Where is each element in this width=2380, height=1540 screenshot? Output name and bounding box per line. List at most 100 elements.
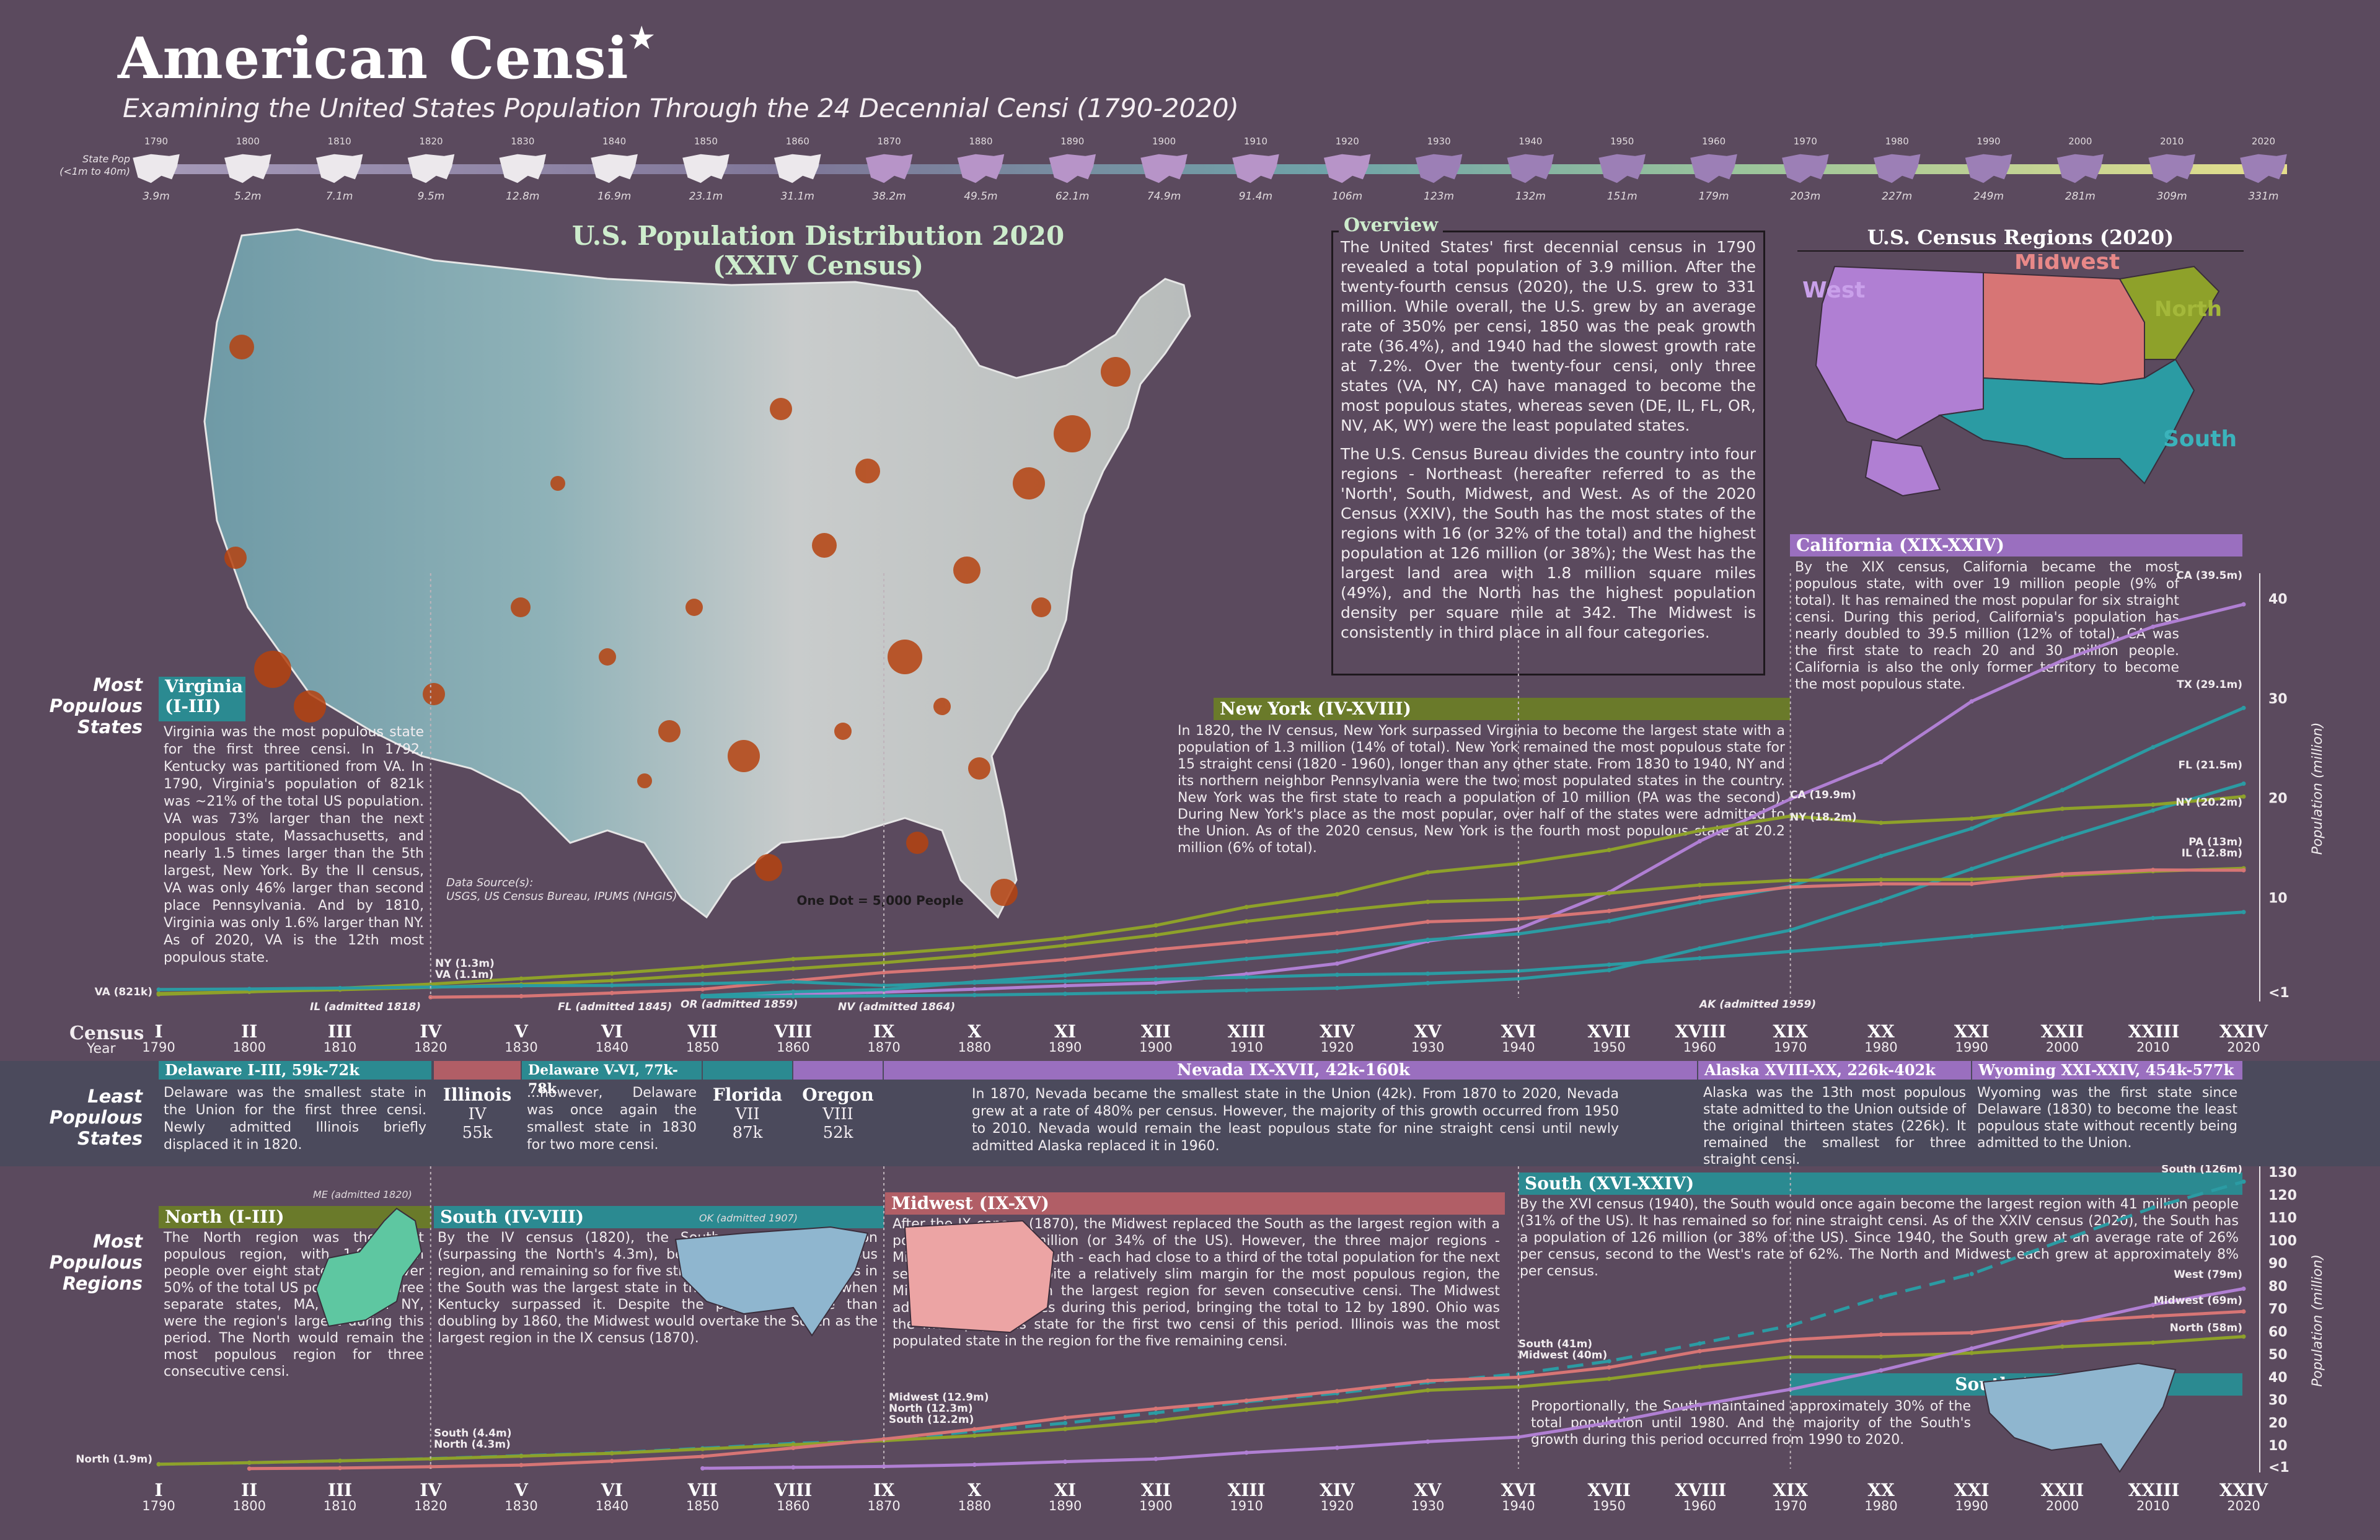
data-point-va (1969, 934, 1974, 939)
data-point-fl (1153, 990, 1158, 995)
census-numeral: XXIV (2219, 1021, 2268, 1042)
data-point-midwest (1334, 1389, 1339, 1394)
data-point-va (1606, 962, 1611, 967)
y-tick-label: 40 (2268, 592, 2288, 607)
data-point-west (972, 1462, 977, 1467)
data-point-pa (156, 991, 161, 996)
data-point-ca (1244, 972, 1249, 977)
data-point-pa (1426, 899, 1430, 904)
strip-pop: 123m (1424, 190, 1455, 203)
data-point-tx (2241, 705, 2246, 710)
label-nv-adm: NV (admitted 1864) (838, 1001, 955, 1013)
florida-head-bar (703, 1061, 792, 1080)
data-point-south (1153, 1410, 1158, 1415)
data-point-pa (1697, 882, 1702, 887)
data-point-north (1697, 1365, 1702, 1370)
data-point-ca (1334, 961, 1339, 966)
census-year: 1910 (1230, 1040, 1263, 1055)
strip-year: 1930 (1427, 136, 1451, 147)
census-numeral: XXI (1954, 1480, 1990, 1500)
data-point-tx (1606, 918, 1611, 923)
data-point-north (1334, 1399, 1339, 1404)
census-year: 1960 (1683, 1498, 1717, 1513)
data-point-ca (1788, 796, 1793, 801)
strip-year: 1940 (1518, 136, 1543, 147)
data-point-va (1334, 972, 1339, 977)
oregon-cell: Oregon VIII 52k (793, 1081, 883, 1146)
data-point-south (1606, 1358, 1611, 1363)
label-south-41: South (41m) (1518, 1338, 1592, 1350)
strip-mini-map (1507, 154, 1554, 183)
data-point-north (1063, 1427, 1068, 1432)
census-year: 1790 (142, 1040, 175, 1055)
oregon-head-bar (793, 1061, 883, 1080)
strip-mini-map (1323, 154, 1371, 183)
data-point-pa (1334, 909, 1339, 913)
label-ca-39: CA (39.5m) (2176, 570, 2242, 582)
strip-year: 1970 (1793, 136, 1817, 147)
data-point-north (791, 1442, 796, 1447)
data-point-south (2241, 1179, 2246, 1184)
census-numeral: XVII (1587, 1480, 1631, 1500)
data-point-il (609, 990, 614, 995)
strip-mini-map (1782, 154, 1829, 183)
strip-pop: 38.2m (872, 190, 906, 203)
data-point-pa (1606, 891, 1611, 895)
data-point-north (338, 1458, 343, 1463)
census-year: 1810 (323, 1040, 357, 1055)
census-year: 1920 (1320, 1498, 1354, 1513)
strip-year: 1880 (969, 136, 993, 147)
y-tick-label: 100 (2268, 1233, 2297, 1249)
data-point-tx (2060, 788, 2065, 793)
label-va-start: VA (821k) (95, 986, 152, 998)
y-tick-label: 10 (2268, 891, 2288, 906)
census-year: 1890 (1048, 1498, 1082, 1513)
data-point-il (2151, 868, 2156, 873)
strip-year: 2010 (2160, 136, 2184, 147)
data-point-va (338, 985, 343, 990)
census-year: 1860 (777, 1040, 810, 1055)
alaska-text: Alaska was the 13th most populous state … (1703, 1085, 1966, 1168)
south3-text: Proportionally, the South maintained app… (1531, 1399, 1971, 1448)
data-point-il (700, 987, 705, 992)
census-year: 1870 (867, 1498, 901, 1513)
strip-mini-map (2240, 154, 2287, 183)
strip-year: 1810 (327, 136, 351, 147)
strip-year: 1860 (785, 136, 809, 147)
census-numeral: XIV (1320, 1480, 1355, 1500)
strip-year: 1910 (1243, 136, 1267, 147)
data-point-va (700, 981, 705, 986)
census-year: 1890 (1048, 1040, 1082, 1055)
south-head: South (IV-VIII) (434, 1206, 884, 1228)
data-point-north (519, 1454, 524, 1459)
census-numeral: XXI (1954, 1021, 1990, 1042)
census-numeral: XI (1054, 1021, 1076, 1042)
overview-heading: Overview (1339, 214, 1443, 236)
strip-mini-map (315, 154, 363, 183)
census-year: 1800 (232, 1498, 266, 1513)
data-point-pa (1969, 877, 1974, 882)
data-point-va (1788, 949, 1793, 954)
virginia-text: Virginia was the most populous state for… (164, 724, 424, 966)
data-point-midwest (1969, 1331, 1974, 1335)
strip-mini-map (2148, 154, 2195, 183)
data-point-tx (1063, 973, 1068, 978)
strip-mini-map (224, 154, 271, 183)
data-point-ca (1153, 980, 1158, 985)
south2-text: By the XVI census (1940), the South woul… (1520, 1197, 2239, 1279)
data-point-midwest (2151, 1314, 2156, 1319)
data-point-fl (2241, 781, 2246, 786)
data-point-midwest (1063, 1415, 1068, 1420)
illinois-cell: Illinois IV 55k (434, 1081, 521, 1146)
census-numeral: III (327, 1021, 353, 1042)
nevada-text: In 1870, Nevada became the smallest stat… (972, 1086, 1619, 1154)
strip-year: 1870 (877, 136, 901, 147)
census-year: 1820 (414, 1040, 447, 1055)
overview-p1: The United States' first decennial censu… (1341, 238, 1756, 434)
data-point-tx (1334, 949, 1339, 954)
data-point-ny (1969, 816, 1974, 821)
census-numeral: XVI (1501, 1480, 1536, 1500)
strip-pop: 16.9m (597, 190, 632, 203)
label-north-43: North (4.3m) (434, 1438, 511, 1451)
alaska-head: Alaska XVIII-XX, 226k-402k (1698, 1061, 1971, 1080)
